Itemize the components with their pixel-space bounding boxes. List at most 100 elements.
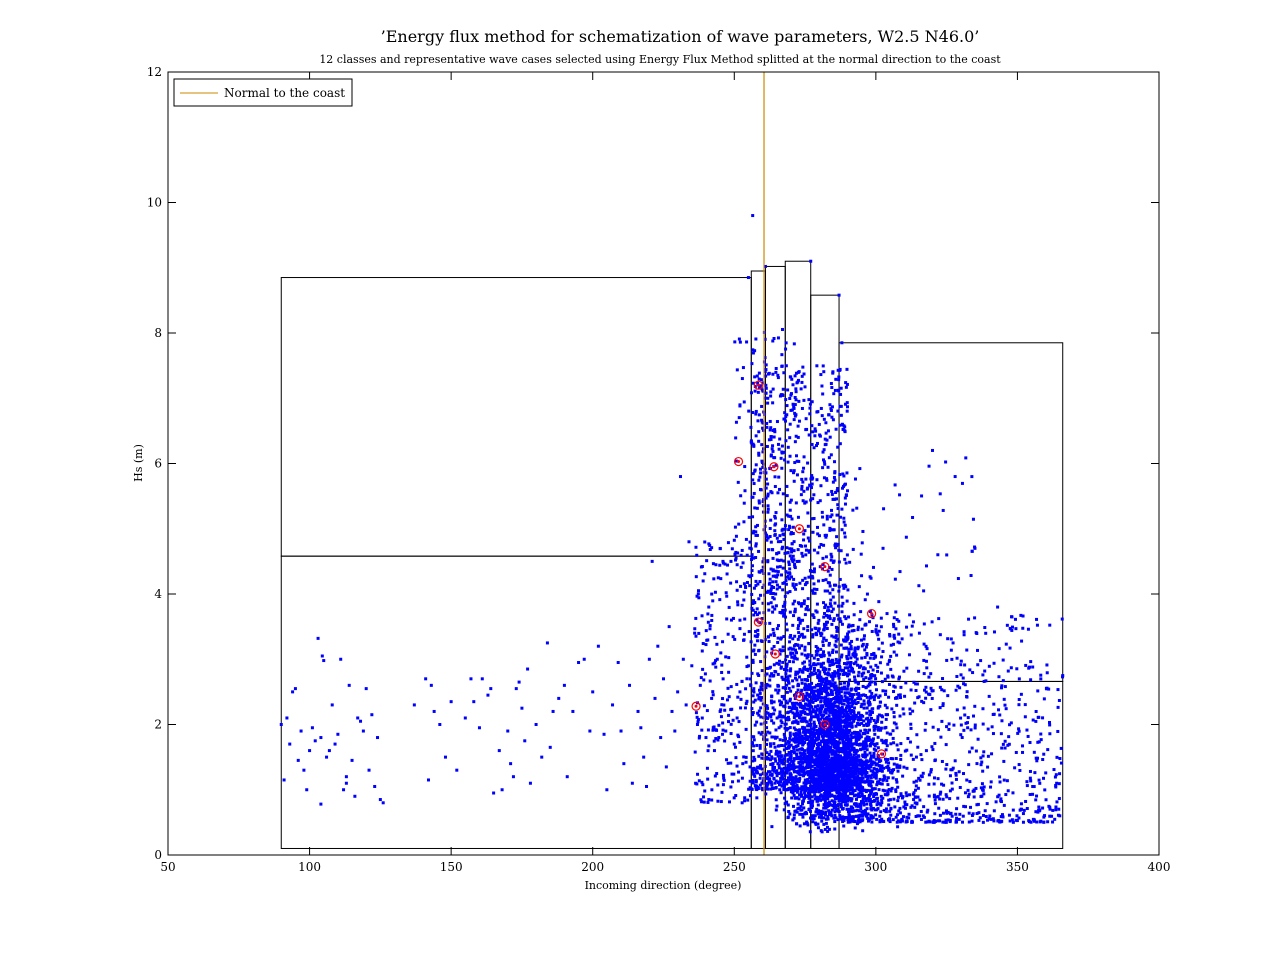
observation-point [831,723,835,727]
observation-point [1017,698,1021,702]
observation-point [876,800,880,804]
observation-point [805,607,809,611]
observation-point [792,614,796,618]
observation-point [1007,742,1011,746]
observation-point [1036,689,1040,693]
observation-point [814,773,818,777]
observation-point [664,765,668,769]
observation-point [765,751,769,755]
observation-point [900,796,904,800]
observation-point [642,755,646,759]
observation-point [872,718,876,722]
observation-point [899,685,903,689]
observation-point [823,801,827,805]
observation-point [780,784,784,788]
observation-point [785,513,789,517]
observation-point [775,769,779,773]
observation-point [815,441,819,445]
observation-point [837,676,841,680]
observation-point [830,555,834,559]
observation-point [992,702,996,706]
observation-point [808,790,812,794]
observation-point [819,747,823,751]
observation-point [850,735,854,739]
observation-point [826,775,830,779]
observation-point [764,477,768,481]
observation-point [810,691,814,695]
observation-point [884,760,888,764]
observation-point [765,421,769,425]
observation-point [790,759,794,763]
observation-point [1010,615,1014,619]
observation-point [779,502,783,506]
observation-point [824,802,828,806]
observation-point [353,794,357,798]
observation-point [747,515,751,519]
observation-point [890,771,894,775]
observation-point [895,726,899,730]
observation-point [777,757,781,761]
observation-point [822,757,826,761]
observation-point [847,653,851,657]
observation-point [1055,781,1059,785]
observation-point [843,615,847,619]
observation-point [852,735,856,739]
observation-point [812,516,816,520]
observation-point [977,818,981,822]
observation-point [851,653,855,657]
observation-point [837,604,841,608]
observation-point [800,787,804,791]
observation-point [801,587,805,591]
observation-point [752,773,756,777]
observation-point [813,749,817,753]
observation-point [786,787,790,791]
observation-point [752,687,756,691]
observation-point [911,620,915,624]
observation-point [852,709,856,713]
observation-point [854,714,858,718]
observation-point [771,574,775,578]
observation-point [350,758,354,762]
observation-point [826,731,830,735]
observation-point [795,678,799,682]
observation-point [757,386,761,390]
observation-point [827,736,831,740]
observation-point [817,422,821,426]
observation-point [796,807,800,811]
observation-point [811,635,815,639]
observation-point [825,679,829,683]
observation-point [948,818,952,822]
observation-point [818,673,822,677]
observation-point [870,629,874,633]
observation-point [886,713,890,717]
observation-point [885,731,889,735]
observation-point [784,579,788,583]
observation-point [785,484,789,488]
observation-point [888,798,892,802]
observation-point [889,757,893,761]
observation-point [838,774,842,778]
observation-point [898,714,902,718]
observation-point [828,663,832,667]
observation-point [810,705,814,709]
observation-point [779,770,783,774]
observation-point [758,580,762,584]
observation-point [804,794,808,798]
observation-point [756,628,760,632]
observation-point [796,765,800,769]
observation-point [770,584,774,588]
observation-point [653,696,657,700]
observation-point [848,786,852,790]
observation-point [824,684,828,688]
observation-point [834,427,838,431]
observation-point [764,383,768,387]
observation-point [582,657,586,661]
observation-point [824,578,828,582]
observation-point [852,769,856,773]
observation-point [823,710,827,714]
observation-point [829,684,833,688]
observation-point [767,713,771,717]
observation-point [792,737,796,741]
observation-point [821,810,825,814]
